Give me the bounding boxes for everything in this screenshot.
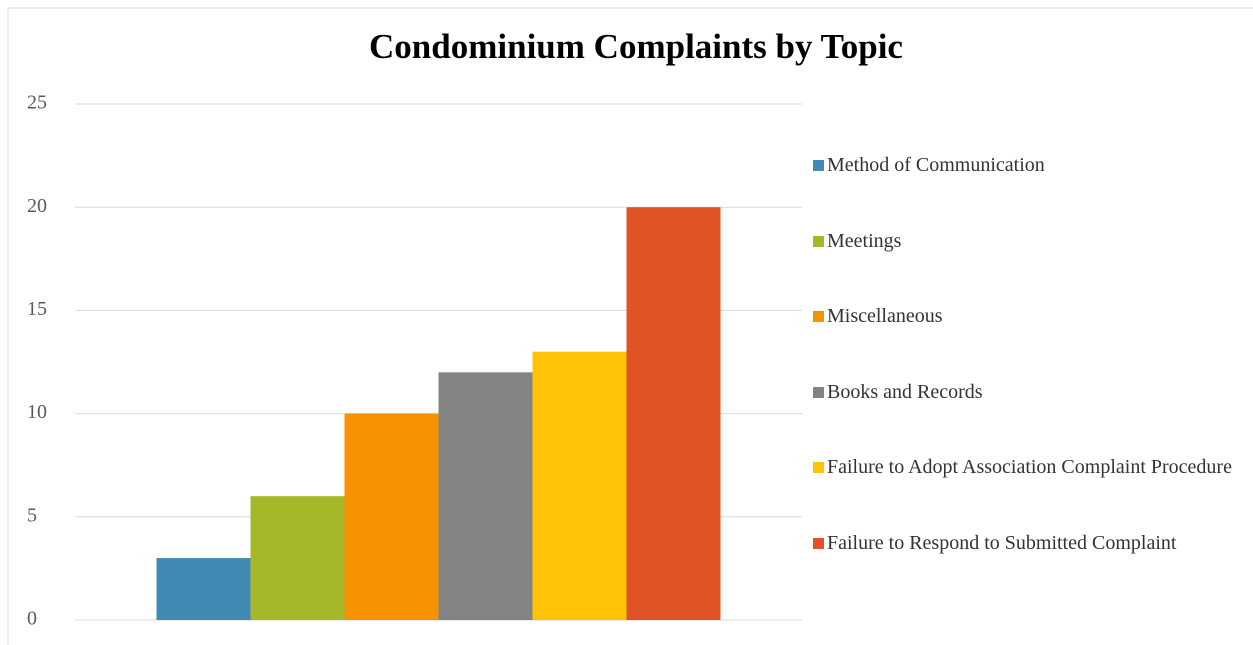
legend-swatch xyxy=(813,160,824,171)
bar xyxy=(156,558,251,620)
y-tick-label: 0 xyxy=(27,608,37,630)
legend-label: Method of Communication xyxy=(827,154,1045,176)
y-tick-label: 10 xyxy=(27,401,47,423)
legend-swatch xyxy=(813,538,824,549)
bar xyxy=(250,496,345,620)
bar xyxy=(532,351,627,620)
legend-label: Failure to Adopt Association Complaint P… xyxy=(827,456,1232,479)
legend-swatch xyxy=(813,386,824,398)
legend-item: Failure to Respond to Submitted Complain… xyxy=(813,531,1233,555)
y-tick-label: 15 xyxy=(27,298,47,320)
y-tick-label: 20 xyxy=(27,195,47,217)
legend-swatch xyxy=(813,311,824,323)
bar xyxy=(344,413,439,620)
legend-label: Meetings xyxy=(827,229,902,252)
chart-title: Condominium Complaints by Topic xyxy=(369,27,903,66)
legend-label: Failure to Respond to Submitted Complain… xyxy=(827,532,1177,554)
y-tick-label: 25 xyxy=(27,92,47,114)
legend-label: Miscellaneous xyxy=(827,305,943,328)
bar xyxy=(438,372,533,620)
legend-item: Method of Communication xyxy=(813,153,1233,177)
legend-item: Miscellaneous xyxy=(813,304,1233,328)
legend-label: Books and Records xyxy=(827,380,983,403)
y-tick-label: 5 xyxy=(27,504,37,526)
legend-swatch xyxy=(813,462,824,474)
legend-item: Meetings xyxy=(813,229,1233,253)
legend-item: Failure to Adopt Association Complaint P… xyxy=(813,455,1233,479)
bar xyxy=(626,207,721,620)
legend-item: Books and Records xyxy=(813,380,1233,404)
legend-swatch xyxy=(813,235,824,247)
